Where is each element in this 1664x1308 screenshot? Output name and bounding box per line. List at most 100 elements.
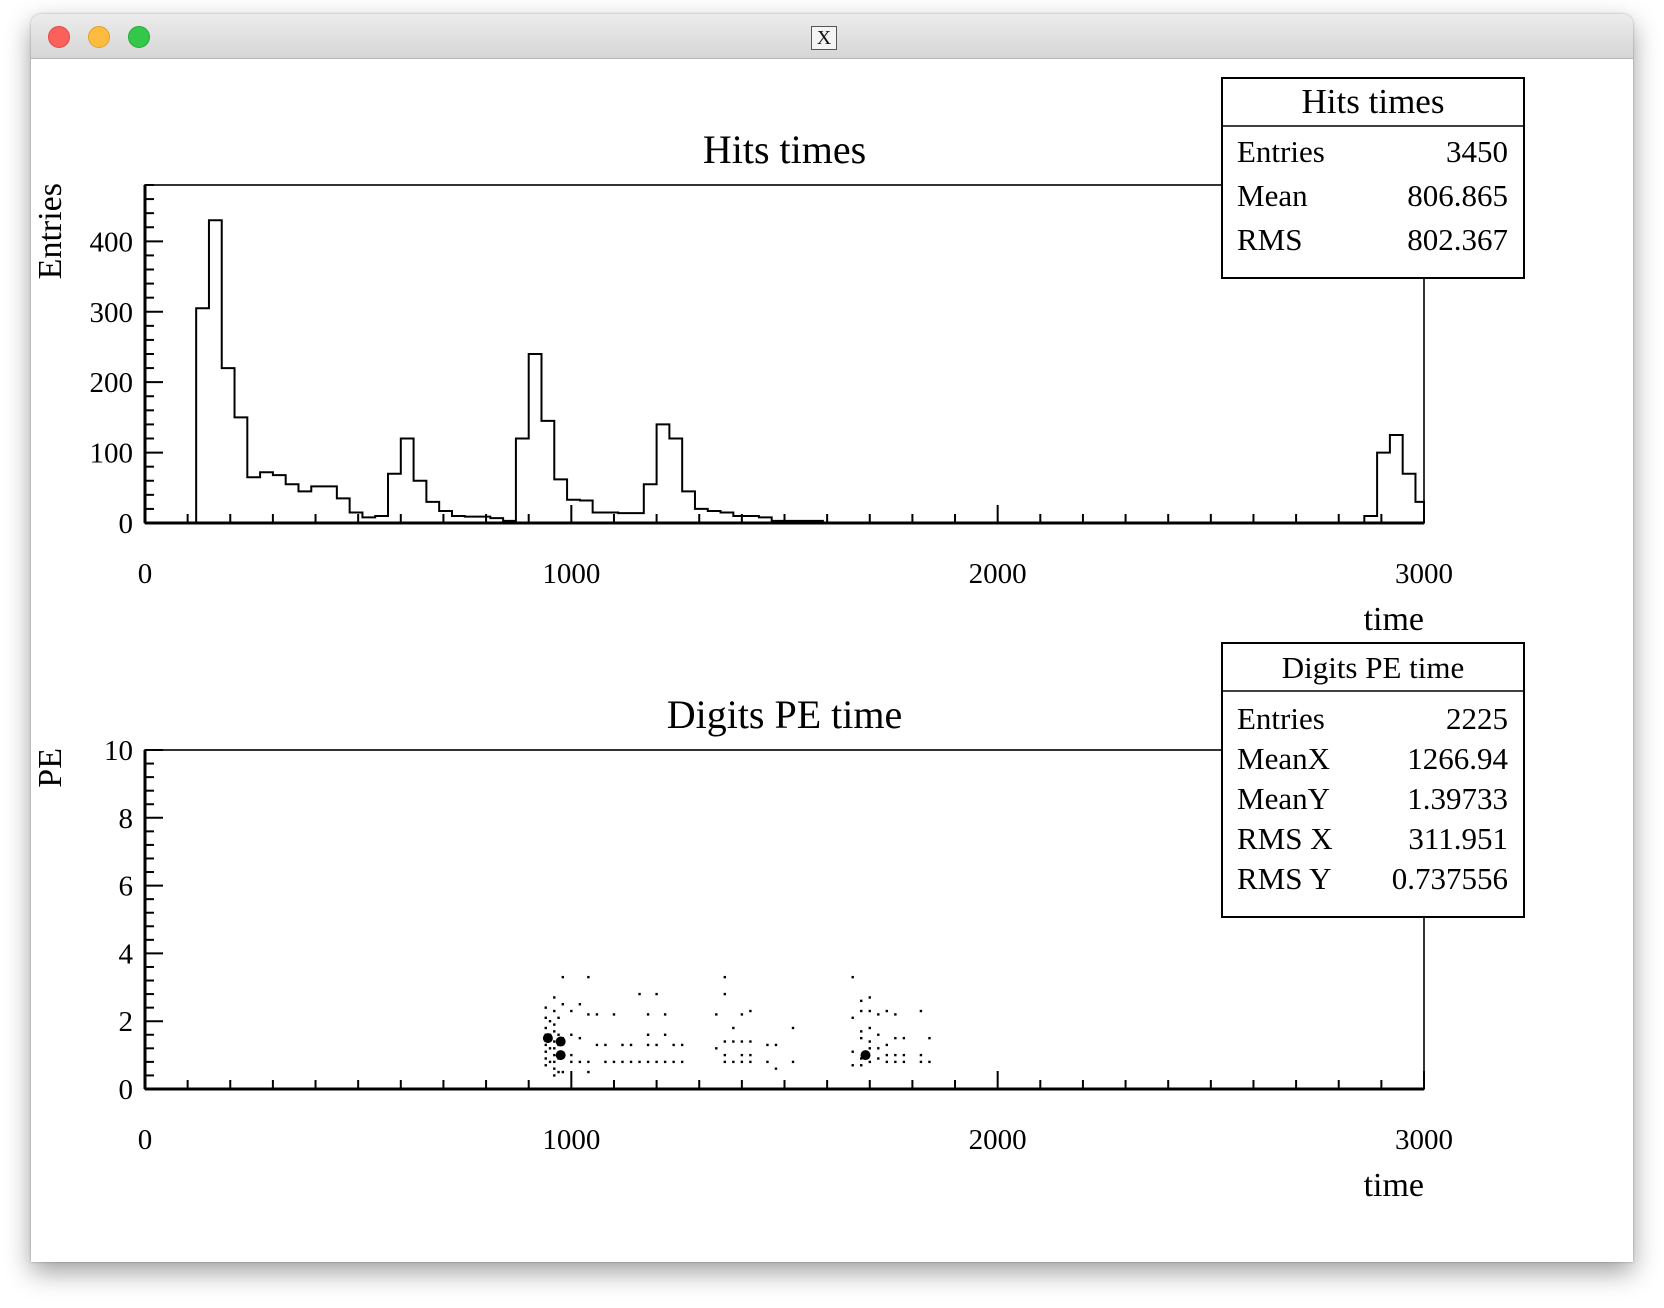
- histogram-outline: [195, 219, 1425, 523]
- scatter-point: [868, 1060, 871, 1064]
- minimize-window-button[interactable]: [88, 26, 110, 48]
- scatter-point: [561, 1003, 565, 1006]
- stats-box-title: Digits PE time: [1282, 650, 1465, 685]
- scatter-point: [570, 1053, 573, 1057]
- scatter-point: [544, 1057, 547, 1060]
- histogram-bin: [605, 512, 618, 523]
- scatter-point: [732, 1040, 735, 1043]
- scatter-point: [587, 1060, 590, 1064]
- stats-meany-value: 1.39733: [1407, 781, 1508, 816]
- scatter-point: [928, 1060, 931, 1064]
- scatter-point: [578, 1060, 582, 1064]
- histogram-bin: [426, 502, 439, 523]
- scatter-point: [578, 1036, 582, 1040]
- scatter-point: [553, 1009, 556, 1013]
- scatter-point: [553, 1074, 556, 1077]
- scatter-point: [868, 1026, 871, 1030]
- histogram-bin: [772, 521, 785, 523]
- scatter-point: [646, 1013, 650, 1016]
- scatter-point: [732, 1026, 735, 1030]
- scatter-point: [902, 1036, 906, 1040]
- scatter-point: [655, 992, 658, 996]
- scatter-point: [860, 1064, 863, 1067]
- scatter-point: [663, 1033, 667, 1036]
- histogram-bin: [298, 491, 311, 523]
- maximize-window-button[interactable]: [128, 26, 150, 48]
- histogram-bin: [593, 512, 606, 523]
- scatter-point-dense: [555, 1036, 566, 1047]
- scatter-point: [680, 1060, 684, 1064]
- scatter-point: [766, 1060, 769, 1064]
- scatter-point: [553, 1040, 556, 1043]
- scatter-point: [851, 975, 854, 979]
- x-tick-label: 3000: [1395, 1124, 1453, 1156]
- scatter-point: [885, 1053, 889, 1057]
- window-titlebar[interactable]: X: [31, 14, 1633, 59]
- stats-mean-label: Mean: [1237, 178, 1308, 213]
- x-tick-label: 1000: [542, 558, 600, 590]
- stats-rms-label: RMS: [1237, 222, 1302, 257]
- histogram-bin: [375, 516, 388, 523]
- histogram-bin: [759, 517, 772, 523]
- scatter-point: [561, 1070, 565, 1074]
- scatter-point: [548, 1060, 552, 1064]
- scatter-point: [638, 1060, 641, 1064]
- scatter-point: [740, 1040, 744, 1043]
- scatter-point: [723, 1053, 727, 1057]
- scatter-point: [672, 1060, 675, 1064]
- stats-meanx-value: 1266.94: [1407, 741, 1508, 776]
- stats-entries-value: 2225: [1446, 701, 1508, 736]
- histogram-bin: [401, 439, 414, 524]
- x11-app-icon: X: [811, 26, 837, 50]
- scatter-point: [553, 1023, 556, 1026]
- histogram-bin: [657, 424, 670, 523]
- y-tick-label: 100: [90, 438, 134, 470]
- scatter-point: [544, 1050, 547, 1053]
- scatter-point: [557, 1033, 560, 1036]
- histogram-bin: [1377, 453, 1390, 523]
- stats-entries-label: Entries: [1237, 701, 1325, 736]
- root-canvas-window: X Hits times Entries time 0 1000 2000 3000 0…: [31, 14, 1633, 1262]
- histogram-bin: [580, 500, 593, 523]
- histogram-bin: [388, 474, 401, 523]
- scatter-point: [604, 1060, 607, 1064]
- histogram-bin: [529, 354, 542, 523]
- scatter-point: [570, 1033, 573, 1036]
- scatter-point: [723, 992, 727, 996]
- y-tick-label: 200: [90, 367, 134, 399]
- stats-meanx-label: MeanX: [1237, 741, 1330, 776]
- scatter-point: [544, 1043, 547, 1047]
- scatter-point: [557, 1070, 560, 1074]
- scatter-point: [553, 1047, 556, 1050]
- histogram-bin: [247, 477, 260, 523]
- scatter-point: [877, 1033, 880, 1036]
- histogram-bin: [733, 516, 746, 523]
- scatter-point: [851, 1016, 854, 1020]
- histogram-bin: [810, 521, 823, 523]
- scatter-point: [553, 1060, 556, 1064]
- histogram-bin: [209, 220, 222, 523]
- scatter-point: [740, 1060, 744, 1064]
- scatter-point: [732, 1060, 735, 1064]
- scatter-point: [621, 1043, 624, 1047]
- histogram-bin: [682, 491, 695, 523]
- close-window-button[interactable]: [48, 26, 70, 48]
- scatter-point: [928, 1036, 931, 1040]
- hits-times-pad: Hits times Entries time 0 1000 2000 3000 0 10…: [32, 77, 1525, 638]
- histogram-bin: [721, 512, 734, 523]
- scatter-point-dense: [542, 1033, 553, 1044]
- scatter-point: [723, 975, 727, 979]
- histogram-bin: [1403, 474, 1416, 523]
- scatter-point: [612, 1013, 616, 1016]
- histogram-bin: [490, 518, 503, 523]
- scatter-point: [740, 1053, 744, 1057]
- scatter-point: [868, 1009, 871, 1013]
- scatter-point: [638, 992, 641, 996]
- histogram-bin: [631, 513, 644, 523]
- scatter-point: [774, 1067, 778, 1070]
- scatter-point-dense: [555, 1050, 566, 1061]
- scatter-point: [860, 1036, 863, 1040]
- scatter-point: [544, 1006, 547, 1009]
- scatter-point: [672, 1043, 675, 1047]
- histogram-bin: [567, 500, 580, 523]
